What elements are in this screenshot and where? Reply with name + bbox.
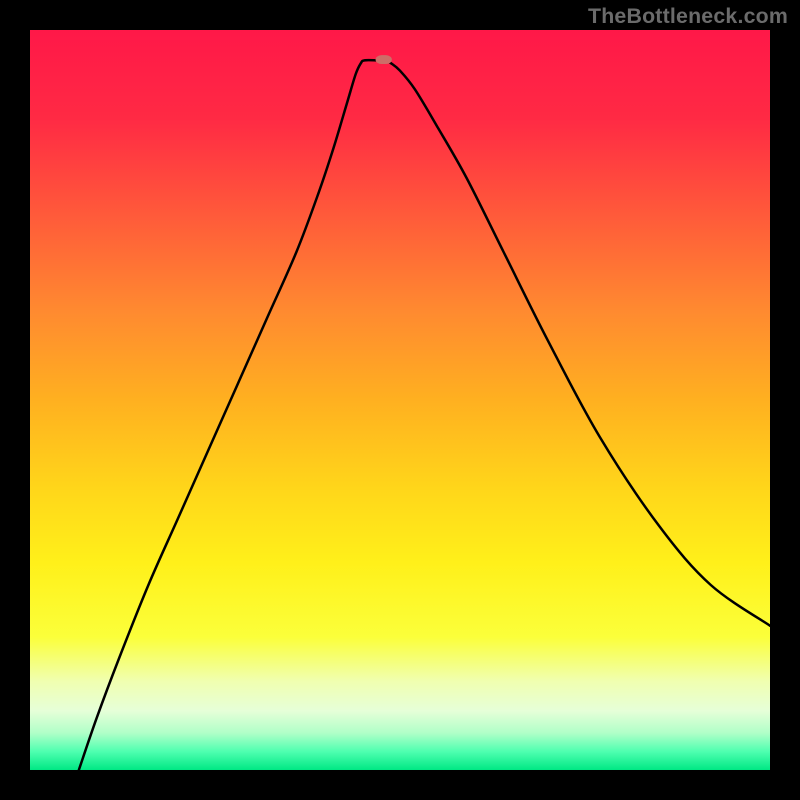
optimum-marker bbox=[376, 55, 392, 64]
plot-area bbox=[30, 30, 770, 770]
bottleneck-chart bbox=[0, 0, 800, 800]
watermark-text: TheBottleneck.com bbox=[588, 4, 788, 29]
chart-stage: TheBottleneck.com bbox=[0, 0, 800, 800]
gradient-background bbox=[30, 30, 770, 770]
